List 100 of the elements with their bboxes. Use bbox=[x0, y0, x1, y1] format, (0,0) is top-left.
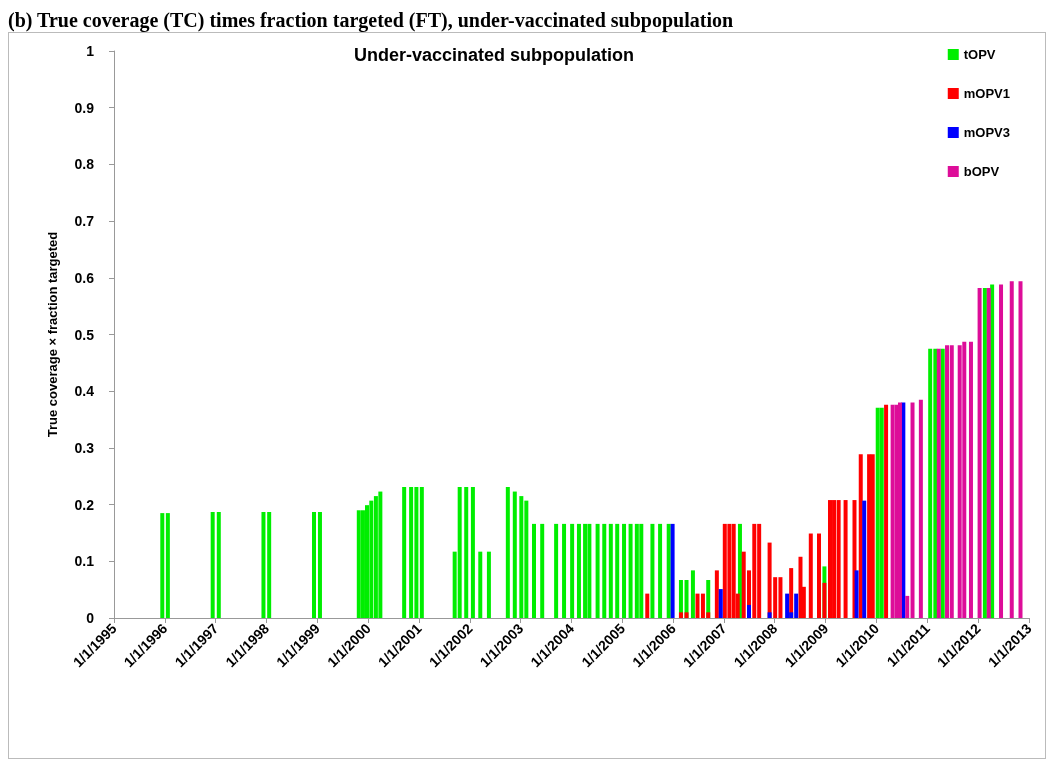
bar bbox=[419, 487, 424, 618]
legend-label: mOPV1 bbox=[963, 86, 1011, 101]
bar bbox=[615, 523, 620, 618]
bar bbox=[634, 523, 639, 618]
bar bbox=[373, 496, 378, 618]
bar bbox=[722, 523, 727, 618]
y-tick-label: 0.3 bbox=[74, 439, 95, 456]
bar bbox=[862, 500, 867, 618]
y-tick-label: 0.5 bbox=[74, 326, 95, 343]
y-tick-label: 0.6 bbox=[74, 269, 95, 286]
bar bbox=[977, 288, 982, 618]
bar bbox=[470, 487, 475, 618]
bar bbox=[512, 491, 517, 618]
bar bbox=[945, 345, 950, 618]
bar bbox=[639, 523, 644, 618]
bar bbox=[554, 523, 559, 618]
bar bbox=[828, 500, 832, 618]
bar bbox=[608, 523, 613, 618]
bar bbox=[570, 523, 575, 618]
bar bbox=[898, 402, 902, 618]
y-tick-label: 0.9 bbox=[74, 99, 95, 116]
bar bbox=[1009, 281, 1014, 618]
bar bbox=[852, 500, 857, 618]
bar bbox=[457, 487, 462, 618]
bar bbox=[884, 404, 889, 618]
bar bbox=[210, 511, 215, 618]
bar bbox=[628, 523, 633, 618]
bar bbox=[519, 496, 524, 618]
bar bbox=[402, 487, 407, 618]
bar bbox=[747, 604, 751, 618]
bar bbox=[968, 341, 973, 618]
bar bbox=[532, 523, 536, 618]
bar bbox=[562, 523, 567, 618]
bar bbox=[670, 523, 675, 618]
bar bbox=[317, 511, 322, 618]
bar bbox=[583, 523, 588, 618]
bar bbox=[369, 500, 374, 618]
bar bbox=[767, 612, 772, 618]
text: (b) True coverage (TC) times fraction targeted (FT), under-vaccinated subpopulation bbox=[8, 8, 735, 32]
y-axis-title: True coverage × fraction targeted bbox=[45, 231, 60, 438]
bar bbox=[731, 523, 736, 618]
bar bbox=[832, 500, 837, 618]
y-tick-label: 0.2 bbox=[74, 496, 95, 513]
bar bbox=[854, 570, 859, 618]
bar bbox=[727, 523, 732, 618]
legend-label: tOPV bbox=[963, 47, 996, 62]
bar bbox=[875, 407, 880, 618]
bar bbox=[658, 523, 663, 618]
bar bbox=[957, 345, 962, 618]
bar bbox=[464, 487, 469, 618]
bar bbox=[879, 407, 884, 618]
bar bbox=[940, 348, 945, 618]
bar bbox=[836, 500, 841, 618]
bar bbox=[378, 491, 383, 618]
bar bbox=[602, 523, 607, 618]
bar bbox=[1018, 281, 1023, 618]
bar bbox=[356, 510, 361, 618]
bar bbox=[982, 288, 987, 618]
bar bbox=[905, 595, 910, 618]
y-tick-label: 1 bbox=[86, 43, 95, 59]
y-tick-label: 0.1 bbox=[74, 553, 95, 570]
bar bbox=[622, 523, 627, 618]
bar bbox=[690, 570, 695, 618]
bar bbox=[666, 523, 671, 618]
bar bbox=[216, 511, 221, 618]
bar bbox=[165, 513, 170, 618]
bar bbox=[650, 523, 655, 618]
bar bbox=[718, 589, 723, 618]
legend-label: bOPV bbox=[963, 164, 1000, 179]
y-tick-label: 0.4 bbox=[74, 383, 95, 400]
bar bbox=[486, 551, 491, 618]
bar bbox=[261, 511, 266, 618]
bar bbox=[808, 533, 813, 618]
y-tick-label: 0.8 bbox=[74, 156, 95, 173]
legend-label: mOPV3 bbox=[963, 125, 1011, 140]
bar bbox=[949, 345, 954, 618]
bar bbox=[587, 523, 592, 618]
bar bbox=[910, 402, 915, 618]
bar bbox=[540, 523, 545, 618]
y-tick-label: 0 bbox=[86, 610, 95, 626]
bar bbox=[576, 523, 581, 618]
bar bbox=[870, 454, 875, 618]
bar bbox=[986, 288, 991, 618]
bar bbox=[867, 454, 872, 618]
bar bbox=[267, 511, 272, 618]
bar bbox=[645, 593, 650, 618]
bar bbox=[890, 404, 895, 618]
bar bbox=[505, 487, 510, 618]
bar bbox=[714, 570, 719, 618]
bar bbox=[785, 593, 790, 618]
bar bbox=[478, 551, 483, 618]
y-tick-label: 0.7 bbox=[74, 213, 95, 230]
bar bbox=[962, 341, 967, 618]
bar bbox=[843, 500, 848, 618]
bar bbox=[595, 523, 600, 618]
bar bbox=[311, 511, 316, 618]
bar bbox=[409, 487, 414, 618]
bar bbox=[684, 612, 689, 618]
bar bbox=[798, 556, 803, 618]
chart-title: Under-vaccinated subpopulation bbox=[353, 45, 635, 65]
